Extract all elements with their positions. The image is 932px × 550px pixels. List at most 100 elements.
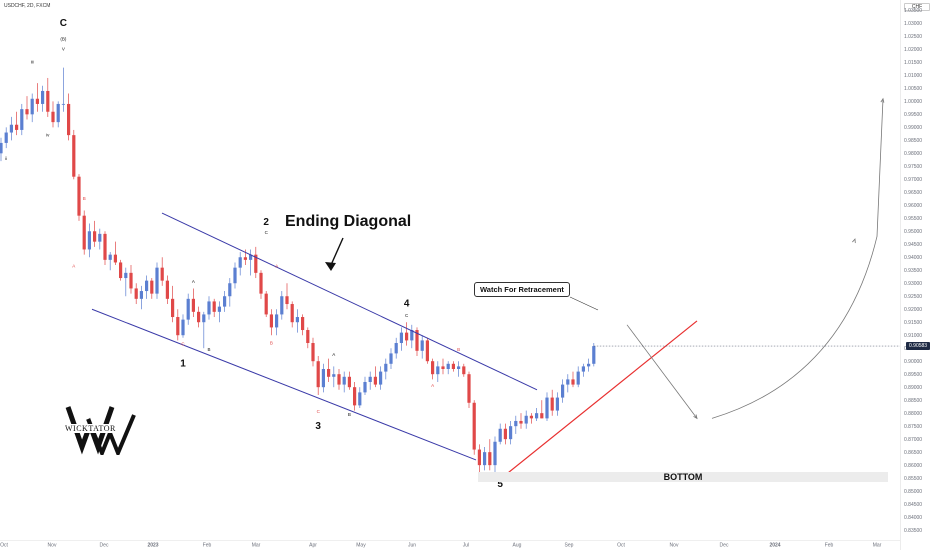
candle-body xyxy=(134,288,138,299)
candle-body xyxy=(519,420,523,424)
y-tick-label: 0.87500 xyxy=(904,424,922,430)
candle-body xyxy=(483,452,487,466)
candle-body xyxy=(358,392,362,406)
wave-label: 3 xyxy=(315,421,321,432)
wave-label: 4 xyxy=(404,299,410,310)
candle-body xyxy=(436,366,440,375)
candle-body xyxy=(243,257,247,260)
wave-label: ii xyxy=(5,156,7,161)
candle-body xyxy=(503,428,507,440)
candle-body xyxy=(561,384,565,398)
candle-body xyxy=(535,413,539,419)
y-tick-label: 0.96500 xyxy=(904,190,922,196)
projection-curve xyxy=(711,98,884,419)
candle-body xyxy=(264,293,268,315)
candle-body xyxy=(223,296,227,307)
candle-body xyxy=(285,296,289,305)
x-tick-label: Jul xyxy=(463,543,469,549)
wave-label: B xyxy=(348,412,351,417)
candle-body xyxy=(150,280,154,294)
candle-body xyxy=(4,132,8,143)
x-tick-label: May xyxy=(356,543,366,549)
y-tick-label: 1.02500 xyxy=(904,34,922,40)
x-tick-label: Nov xyxy=(48,543,57,549)
candle-body xyxy=(51,111,55,123)
logo-text: WICKTATOR xyxy=(64,424,117,433)
candle-body xyxy=(431,361,435,375)
wave-label: 5 xyxy=(497,479,503,490)
x-tick-label: Oct xyxy=(0,543,8,549)
projection-arrowhead xyxy=(693,414,698,420)
wave-label: A xyxy=(192,279,195,284)
wave-label: C xyxy=(265,230,269,235)
candle-body xyxy=(155,267,159,294)
candle-body xyxy=(441,366,445,369)
y-tick-label: 0.96000 xyxy=(904,203,922,209)
candle-body xyxy=(46,90,50,112)
y-tick-label: 0.93000 xyxy=(904,281,922,287)
channel-upper-line xyxy=(161,212,538,391)
wave-label: B xyxy=(83,196,86,201)
candle-body xyxy=(197,311,201,323)
candle-body xyxy=(25,109,29,115)
candle-body xyxy=(306,330,310,344)
candle-body xyxy=(290,304,294,323)
candle-body xyxy=(217,306,221,312)
candle-body xyxy=(145,280,149,292)
candle-body xyxy=(337,374,341,385)
candle-body xyxy=(342,376,346,385)
wave-label: C xyxy=(181,342,185,347)
candle-body xyxy=(321,368,325,388)
candle-body xyxy=(493,441,497,466)
x-tick-label: Jun xyxy=(408,543,416,549)
candle-body xyxy=(332,374,336,377)
candle-body xyxy=(275,314,279,328)
candle-body xyxy=(316,361,320,388)
y-tick-label: 0.84000 xyxy=(904,515,922,521)
candle-body xyxy=(15,124,19,130)
wave-label: iii xyxy=(31,60,34,65)
candle-body xyxy=(405,332,409,341)
candle-body xyxy=(129,272,133,289)
x-tick-label: Feb xyxy=(203,543,212,549)
candle-body xyxy=(186,298,190,320)
y-tick-label: 0.89000 xyxy=(904,385,922,391)
candle-body xyxy=(269,314,273,328)
candle-body xyxy=(457,366,461,369)
y-tick-label: 1.03000 xyxy=(904,21,922,27)
candle-body xyxy=(82,215,86,250)
y-tick-label: 0.99500 xyxy=(904,112,922,118)
y-tick-label: 0.95000 xyxy=(904,229,922,235)
candle-body xyxy=(103,233,107,260)
y-tick-label: 1.00500 xyxy=(904,86,922,92)
y-tick-label: 1.01000 xyxy=(904,73,922,79)
candle-body xyxy=(545,397,549,419)
wave-label: V xyxy=(62,47,65,52)
y-tick-label: 0.88000 xyxy=(904,411,922,417)
y-tick-label: 0.86000 xyxy=(904,463,922,469)
candle-body xyxy=(72,135,76,177)
y-tick-label: 0.84500 xyxy=(904,502,922,508)
candle-body xyxy=(368,376,372,382)
candle-body xyxy=(571,379,575,385)
wave-label: A xyxy=(275,264,278,269)
candle-body xyxy=(472,402,476,450)
wave-label: B xyxy=(457,347,460,352)
y-tick-label: 1.02000 xyxy=(904,47,922,53)
wave-label: iv xyxy=(46,132,50,137)
candle-body xyxy=(171,298,175,318)
x-tick-label: Mar xyxy=(252,543,261,549)
y-tick-label: 1.03500 xyxy=(904,8,922,14)
candle-body xyxy=(98,233,102,242)
candle-body xyxy=(498,428,502,442)
x-tick-label: Aug xyxy=(513,543,522,549)
currency-label[interactable]: CHF xyxy=(904,3,930,11)
candle-body xyxy=(379,371,383,385)
candle-body xyxy=(446,363,450,369)
x-tick-label: Apr xyxy=(309,543,317,549)
candle-body xyxy=(581,366,585,372)
callout-pointer xyxy=(569,296,599,311)
candle-body xyxy=(514,420,518,427)
candle-body xyxy=(327,368,331,377)
